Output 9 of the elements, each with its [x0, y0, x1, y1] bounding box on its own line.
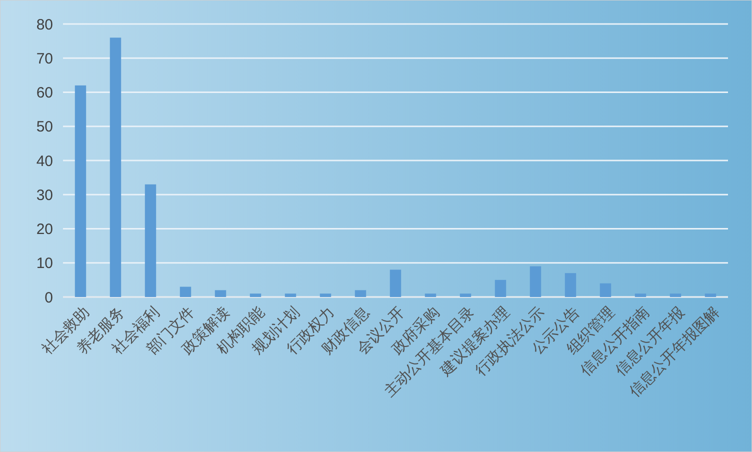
y-tick-label: 20	[36, 221, 53, 238]
y-tick-label: 30	[36, 186, 53, 204]
y-tick-label: 80	[36, 16, 53, 34]
y-tick-label: 0	[44, 289, 53, 306]
y-tick-label: 50	[36, 118, 53, 136]
y-tick-label: 70	[36, 50, 53, 68]
y-tick-label: 10	[36, 255, 53, 272]
y-tick-label: 40	[36, 152, 53, 170]
y-tick-label: 60	[36, 84, 53, 102]
